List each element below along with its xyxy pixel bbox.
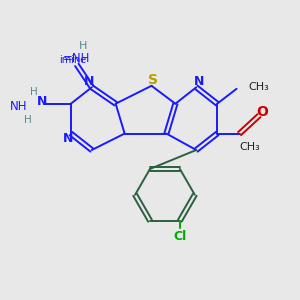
Text: H: H — [30, 87, 38, 98]
Text: N: N — [63, 133, 74, 146]
Text: CH₃: CH₃ — [248, 82, 269, 92]
Text: imine: imine — [59, 55, 86, 64]
Text: N: N — [194, 75, 204, 88]
Text: N: N — [84, 75, 94, 88]
Text: NH: NH — [10, 100, 28, 113]
Text: N: N — [37, 95, 48, 108]
Text: Cl: Cl — [173, 230, 187, 243]
Text: =NH: =NH — [63, 52, 91, 65]
Text: S: S — [148, 74, 158, 87]
Text: H: H — [79, 41, 87, 51]
Text: O: O — [256, 105, 268, 119]
Text: H: H — [24, 115, 32, 125]
Text: CH₃: CH₃ — [240, 142, 260, 152]
